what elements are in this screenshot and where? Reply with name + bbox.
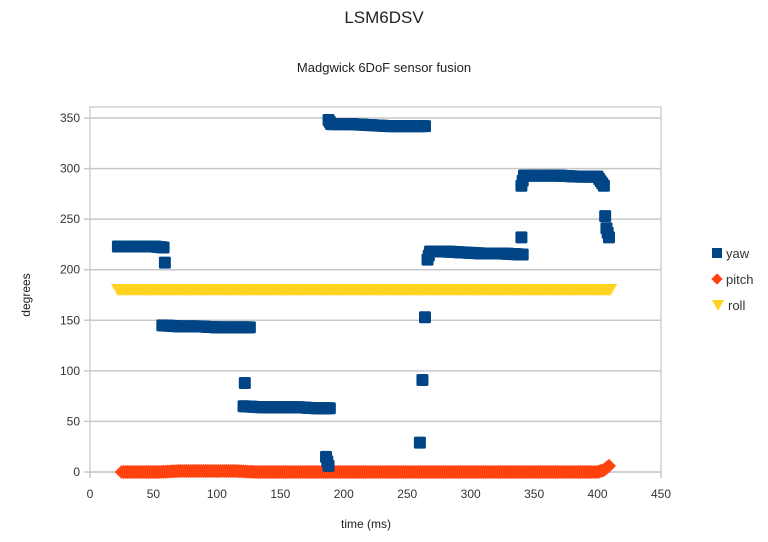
x-axis-label: time (ms) bbox=[341, 517, 391, 531]
triangle-down-marker-icon bbox=[712, 299, 724, 311]
data-series bbox=[110, 114, 618, 479]
svg-text:400: 400 bbox=[588, 487, 608, 501]
square-marker-icon bbox=[712, 248, 722, 258]
chart-subtitle: Madgwick 6DoF sensor fusion bbox=[296, 60, 472, 75]
legend: yaw pitch roll bbox=[711, 240, 754, 318]
svg-text:250: 250 bbox=[397, 487, 417, 501]
svg-text:200: 200 bbox=[60, 263, 80, 277]
svg-text:50: 50 bbox=[67, 414, 81, 428]
svg-text:0: 0 bbox=[73, 465, 80, 479]
legend-item-yaw: yaw bbox=[712, 240, 753, 266]
svg-text:450: 450 bbox=[651, 487, 671, 501]
series-pitch bbox=[114, 458, 616, 479]
svg-text:100: 100 bbox=[60, 364, 80, 378]
svg-text:150: 150 bbox=[60, 313, 80, 327]
series-yaw bbox=[111, 114, 615, 472]
svg-text:300: 300 bbox=[60, 162, 80, 176]
legend-label: roll bbox=[728, 297, 746, 313]
chart-title: LSM6DSV bbox=[344, 8, 424, 27]
legend-label: yaw bbox=[726, 245, 750, 261]
legend-item-roll: roll bbox=[712, 292, 753, 318]
svg-text:100: 100 bbox=[207, 487, 227, 501]
diamond-marker-icon bbox=[711, 273, 723, 285]
series-roll bbox=[110, 283, 618, 296]
axes: 0 50 100 150 200 250 300 350 0 50 100 150 200 250 300 3… bbox=[60, 111, 671, 501]
svg-text:350: 350 bbox=[60, 111, 80, 125]
svg-text:0: 0 bbox=[87, 487, 94, 501]
svg-text:200: 200 bbox=[334, 487, 354, 501]
legend-item-pitch: pitch bbox=[711, 266, 754, 292]
svg-text:300: 300 bbox=[461, 487, 481, 501]
svg-text:50: 50 bbox=[147, 487, 161, 501]
legend-label: pitch bbox=[726, 271, 754, 287]
svg-text:250: 250 bbox=[60, 212, 80, 226]
svg-text:150: 150 bbox=[270, 487, 290, 501]
y-axis-label: degrees bbox=[19, 273, 33, 316]
svg-text:350: 350 bbox=[524, 487, 544, 501]
